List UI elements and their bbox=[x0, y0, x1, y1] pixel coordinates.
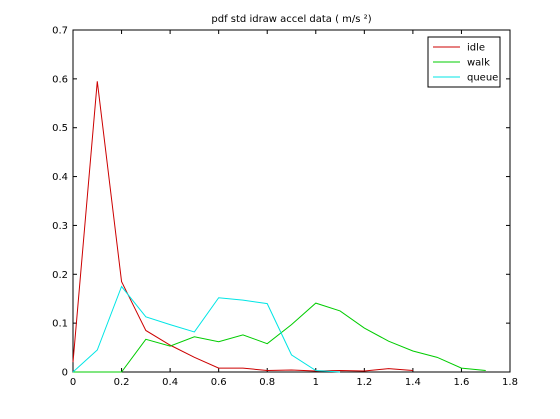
series-line-queue bbox=[72, 285, 341, 373]
x-tick-label: 0 bbox=[70, 377, 76, 388]
x-tick-label: 0.8 bbox=[259, 377, 275, 388]
y-tick-label: 0.2 bbox=[52, 270, 68, 281]
x-tick-label: 1.6 bbox=[453, 377, 469, 388]
x-tick-label: 1.8 bbox=[502, 377, 518, 388]
x-tick-label: 1.2 bbox=[356, 377, 372, 388]
y-tick-label: 0.7 bbox=[52, 26, 68, 37]
axes: 0 0.2 0.4 0.6 0.8 1 1.2 1.4 1.6 1.8 0 0.1 0.2 0.3 0.4 0… bbox=[52, 26, 518, 389]
chart-title: pdf std idraw accel data ( m/s ²) bbox=[211, 14, 371, 25]
legend-label-walk: walk bbox=[467, 58, 490, 69]
series-line-walk bbox=[73, 302, 486, 373]
legend: idle walk queue bbox=[427, 36, 501, 88]
x-tick-label: 0.2 bbox=[114, 377, 130, 388]
x-tick-label: 1.4 bbox=[405, 377, 421, 388]
x-tick-label: 0.6 bbox=[211, 377, 227, 388]
series-line-idle bbox=[72, 81, 413, 372]
y-tick-label: 0.1 bbox=[52, 319, 68, 330]
y-tick-label: 0.5 bbox=[52, 123, 68, 134]
x-tick-label: 1 bbox=[313, 377, 319, 388]
plot-frame bbox=[72, 29, 511, 373]
legend-label-queue: queue bbox=[467, 73, 498, 84]
series-lines bbox=[72, 81, 486, 373]
x-tick-label: 0.4 bbox=[162, 377, 178, 388]
y-tick-label: 0 bbox=[62, 368, 68, 379]
y-tick-label: 0.4 bbox=[52, 172, 68, 183]
y-tick-label: 0.6 bbox=[52, 74, 68, 85]
legend-label-idle: idle bbox=[467, 43, 485, 54]
y-tick-label: 0.3 bbox=[52, 221, 68, 232]
